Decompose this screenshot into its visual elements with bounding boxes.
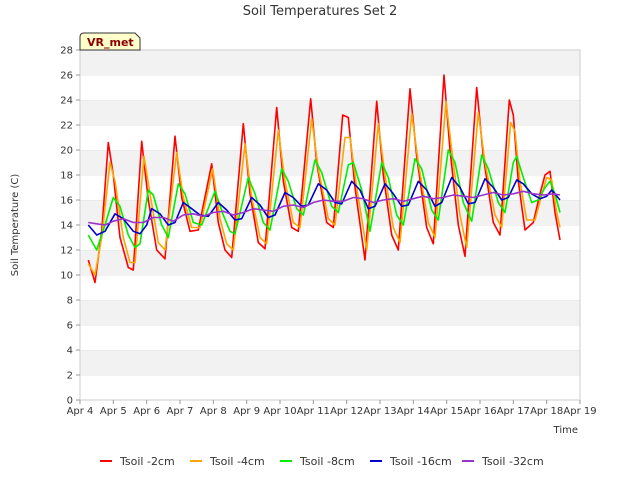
x-tick-label: Apr 5 [100,406,127,417]
grid-band [80,275,580,300]
grid-band [80,300,580,325]
legend-label: Tsoil -8cm [299,455,355,468]
y-tick-label: 24 [60,96,73,107]
grid-band [80,100,580,125]
x-tick-label: Apr 11 [297,406,330,417]
badge-label: VR_met [87,36,134,49]
y-tick-label: 22 [60,121,73,132]
x-tick-label: Apr 19 [563,406,596,417]
series-line-5 [88,190,561,226]
grid-band [80,125,580,150]
series-line-2 [87,100,561,276]
x-tick-label: Apr 10 [263,406,296,417]
y-tick-label: 2 [67,371,73,382]
legend-label: Tsoil -32cm [481,455,544,468]
y-tick-label: 18 [60,171,73,182]
x-tick-label: Apr 16 [463,406,496,417]
y-tick-label: 0 [67,396,73,407]
y-tick-label: 26 [60,71,73,82]
legend: Tsoil -2cm Tsoil -4cm Tsoil -8cm Tsoil -16c… [100,455,544,468]
grid-band [80,250,580,275]
y-tick-label: 10 [60,271,73,282]
grid-band [80,150,580,175]
y-tick-label: 14 [60,221,73,232]
x-tick-label: Apr 14 [397,406,430,417]
y-tick-label: 4 [67,346,73,357]
y-axis-label: Soil Temperature (C) [10,174,21,277]
legend-label: Tsoil -16cm [389,455,452,468]
y-tick-label: 20 [60,146,73,157]
chart-title: Soil Temperatures Set 2 [243,4,398,19]
legend-label: Tsoil -4cm [209,455,265,468]
grid-band [80,50,580,75]
y-tick-label: 6 [67,321,73,332]
series-line-1 [87,74,561,284]
y-tick-label: 8 [67,296,73,307]
x-tick-label: Apr 8 [200,406,227,417]
series-lines [87,74,561,284]
series-line-3 [87,149,561,251]
x-tick-label: Apr 13 [363,406,396,417]
y-tick-label: 12 [60,246,73,257]
grid-bands [80,49,580,400]
grid-band [80,75,580,100]
x-tick-label: Apr 17 [497,406,530,417]
grid-band [80,325,580,350]
x-tick-label: Apr 15 [430,406,463,417]
badge-background [79,32,141,51]
x-axis: Apr 4 Apr 5 Apr 6 Apr 7 Apr 8 Apr 9 Apr 10 Apr … [67,400,597,417]
x-tick-label: Apr 6 [133,406,160,417]
x-tick-label: Apr 7 [167,406,194,417]
y-tick-label: 16 [60,196,73,207]
x-tick-label: Apr 12 [330,406,363,417]
x-tick-label: Apr 18 [530,406,563,417]
legend-label: Tsoil -2cm [119,455,175,468]
x-axis-label: Time [553,425,578,436]
grid-band [80,350,580,375]
x-tick-label: Apr 4 [67,406,94,417]
station-badge: VR_met [79,32,141,51]
grid-band [80,375,580,400]
series-line-4 [87,176,561,236]
y-tick-label: 28 [60,46,73,57]
x-tick-label: Apr 9 [233,406,260,417]
